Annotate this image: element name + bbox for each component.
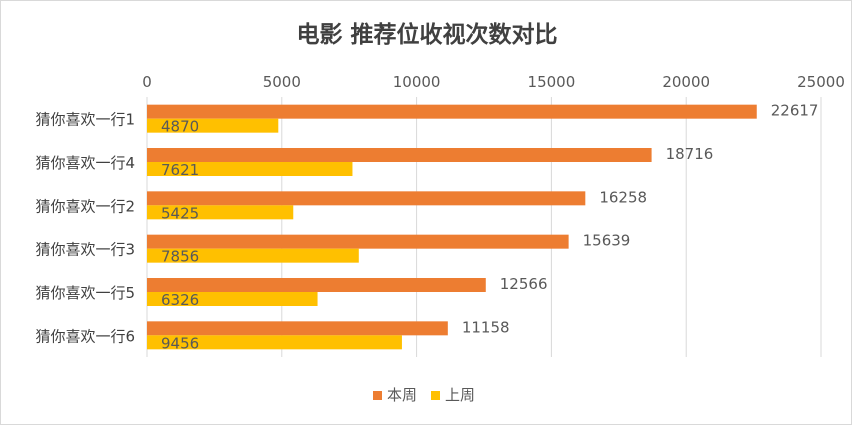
category-label: 猜你喜欢一行3 [35, 241, 135, 259]
bars [147, 104, 757, 350]
legend-label: 本周 [387, 386, 417, 404]
bar-benzhou [147, 104, 757, 119]
category-label: 猜你喜欢一行5 [35, 284, 135, 302]
y-axis-categories: 猜你喜欢一行1 猜你喜欢一行4 猜你喜欢一行2 猜你喜欢一行3 猜你喜欢一行5 猜你喜欢一… [35, 111, 135, 346]
data-label-benzhou: 16258 [599, 188, 647, 206]
bar-benzhou [147, 234, 569, 249]
data-label-benzhou: 15639 [583, 232, 631, 250]
data-label-benzhou: 11158 [462, 318, 510, 336]
legend: 本周 上周 [373, 386, 475, 404]
legend-swatch [431, 391, 440, 400]
bar-benzhou [147, 278, 486, 292]
x-tick-label: 10000 [393, 73, 441, 91]
x-tick-label: 15000 [528, 73, 576, 91]
bar-shangzhou [147, 292, 318, 306]
data-label-shangzhou: 4870 [161, 118, 199, 136]
gridlines [146, 97, 822, 357]
bar-shangzhou [147, 205, 294, 220]
x-axis-ticks: 0 5000 10000 15000 20000 25000 [142, 73, 845, 91]
chart-title: 电影 推荐位收视次数对比 [296, 21, 557, 48]
x-tick-label: 0 [142, 73, 152, 91]
x-tick-label: 25000 [797, 73, 845, 91]
category-label: 猜你喜欢一行6 [35, 327, 135, 345]
x-tick-label: 20000 [662, 73, 710, 91]
data-label-shangzhou: 5425 [161, 204, 199, 222]
data-label-benzhou: 18716 [666, 145, 714, 163]
x-tick-label: 5000 [263, 73, 301, 91]
data-label-shangzhou: 7856 [161, 248, 199, 266]
legend-swatch [373, 391, 382, 400]
legend-label: 上周 [445, 386, 475, 404]
data-label-benzhou: 12566 [500, 275, 548, 293]
data-label-shangzhou: 9456 [161, 334, 199, 352]
bar-benzhou [147, 191, 586, 206]
bar-shangzhou [147, 162, 353, 176]
data-labels: 22617 4870 18716 7621 16258 5425 15639 7856 1256… [161, 102, 818, 353]
bar-shangzhou [147, 335, 402, 350]
category-label: 猜你喜欢一行4 [35, 154, 135, 172]
category-label: 猜你喜欢一行2 [35, 197, 135, 215]
bar-shangzhou [147, 248, 359, 263]
bar-benzhou [147, 148, 652, 162]
category-label: 猜你喜欢一行1 [35, 111, 135, 129]
data-label-shangzhou: 6326 [161, 291, 199, 309]
bar-benzhou [147, 321, 448, 336]
bar-shangzhou [147, 118, 279, 133]
data-label-shangzhou: 7621 [161, 161, 199, 179]
data-label-benzhou: 22617 [771, 102, 819, 120]
